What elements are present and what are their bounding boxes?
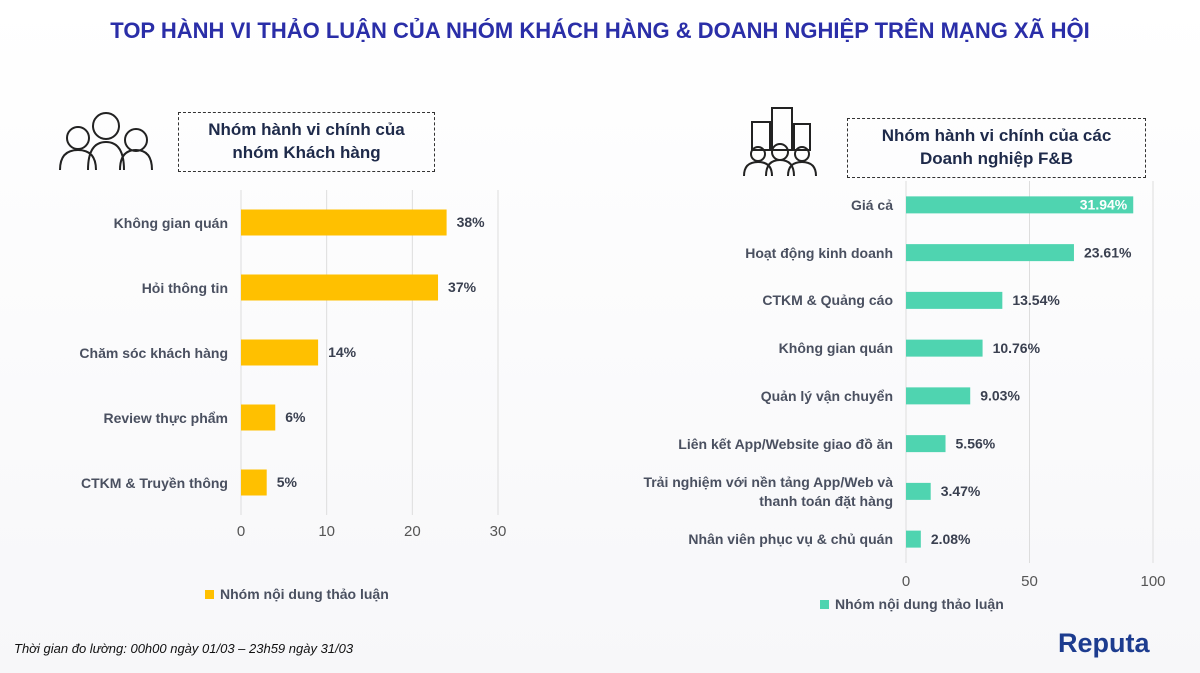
building-icon (743, 107, 817, 177)
bar (906, 244, 1074, 262)
value-label: 5% (277, 474, 298, 490)
legend-label: Nhóm nội dung thảo luận (835, 596, 1004, 612)
y-tick-label: Trải nghiệm với nền tảng App/Web và than… (643, 474, 893, 509)
value-label: 9.03% (980, 388, 1020, 404)
y-tick-label: Hoạt động kinh doanh (745, 244, 893, 261)
x-tick-label: 20 (404, 523, 421, 540)
value-label: 38% (457, 214, 486, 230)
bar (906, 196, 1134, 214)
y-tick-label: Quản lý vận chuyển (760, 387, 893, 404)
y-tick-label: Nhân viên phục vụ & chủ quán (688, 531, 893, 548)
value-label: 6% (285, 409, 306, 425)
x-tick-label: 30 (490, 523, 507, 540)
value-label: 37% (448, 279, 477, 295)
bar (241, 404, 276, 431)
bar (241, 469, 267, 496)
value-label: 13.54% (1012, 292, 1060, 308)
legend-swatch (820, 599, 829, 609)
bar (906, 435, 946, 453)
y-tick-label: Không gian quán (113, 214, 228, 231)
people-icon (59, 112, 153, 171)
legend-swatch (205, 589, 214, 599)
y-tick-label: Giá cả (850, 196, 893, 213)
bar (906, 530, 921, 548)
y-tick-label: Liên kết App/Website giao đồ ăn (678, 435, 893, 452)
y-tick-label: Không gian quán (778, 340, 893, 357)
value-label: 2.08% (931, 531, 971, 547)
value-label: 3.47% (941, 483, 981, 499)
footer: Thời gian đo lường: 00h00 ngày 01/03 – 2… (14, 641, 354, 656)
y-tick-label: Chăm sóc khách hàng (79, 344, 228, 361)
value-label: 10.76% (993, 340, 1041, 356)
bar (906, 387, 971, 405)
page-title: TOP HÀNH VI THẢO LUẬN CỦA NHÓM KHÁCH HÀN… (110, 18, 1090, 43)
value-label: 5.56% (956, 435, 996, 451)
y-tick-label: Review thực phẩm (103, 409, 228, 426)
legend-label: Nhóm nội dung thảo luận (220, 586, 389, 602)
x-tick-label: 0 (902, 573, 910, 590)
value-label: 23.61% (1084, 244, 1132, 260)
legend-item: Nhóm nội dung thảo luận (205, 586, 389, 602)
legend-item: Nhóm nội dung thảo luận (820, 596, 1004, 612)
y-tick-label: CTKM & Truyền thông (81, 474, 228, 491)
bar (906, 482, 931, 500)
value-label: 31.94% (1080, 197, 1128, 213)
bar (241, 339, 319, 366)
bar (906, 291, 1003, 309)
bar (241, 274, 439, 301)
chart-title: Nhóm hành vi chính của các Doanh nghiệp … (847, 118, 1146, 178)
x-tick-label: 10 (318, 523, 335, 540)
value-label: 14% (328, 344, 357, 360)
x-tick-label: 100 (1140, 573, 1165, 590)
bar (241, 209, 447, 236)
x-tick-label: 0 (237, 523, 245, 540)
y-tick-label: CTKM & Quảng cáo (762, 292, 893, 309)
brand: Reputa (1058, 628, 1150, 658)
chart-title: Nhóm hành vi chính của nhóm Khách hàng (178, 112, 435, 172)
y-tick-label: Hỏi thông tin (141, 279, 228, 296)
x-tick-label: 50 (1021, 573, 1038, 590)
bar (906, 339, 983, 357)
